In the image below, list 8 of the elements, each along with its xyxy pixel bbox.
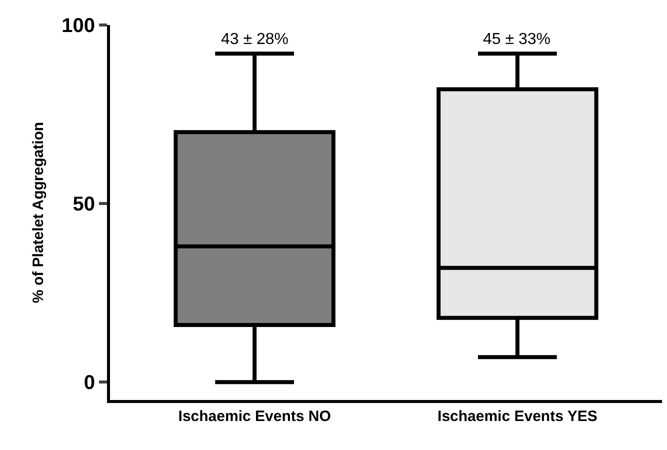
y-tick-label: 100 — [62, 15, 95, 37]
y-tick-label: 0 — [84, 372, 95, 394]
x-tick-label: Ischaemic Events NO — [178, 408, 332, 425]
y-tick-label: 50 — [72, 194, 95, 216]
annotation: 45 ± 33% — [483, 31, 550, 48]
y-axis-title: % of Platelet Aggregation — [30, 122, 47, 304]
annotation: 43 ± 28% — [221, 31, 288, 48]
x-tick-label: Ischaemic Events YES — [438, 408, 598, 425]
